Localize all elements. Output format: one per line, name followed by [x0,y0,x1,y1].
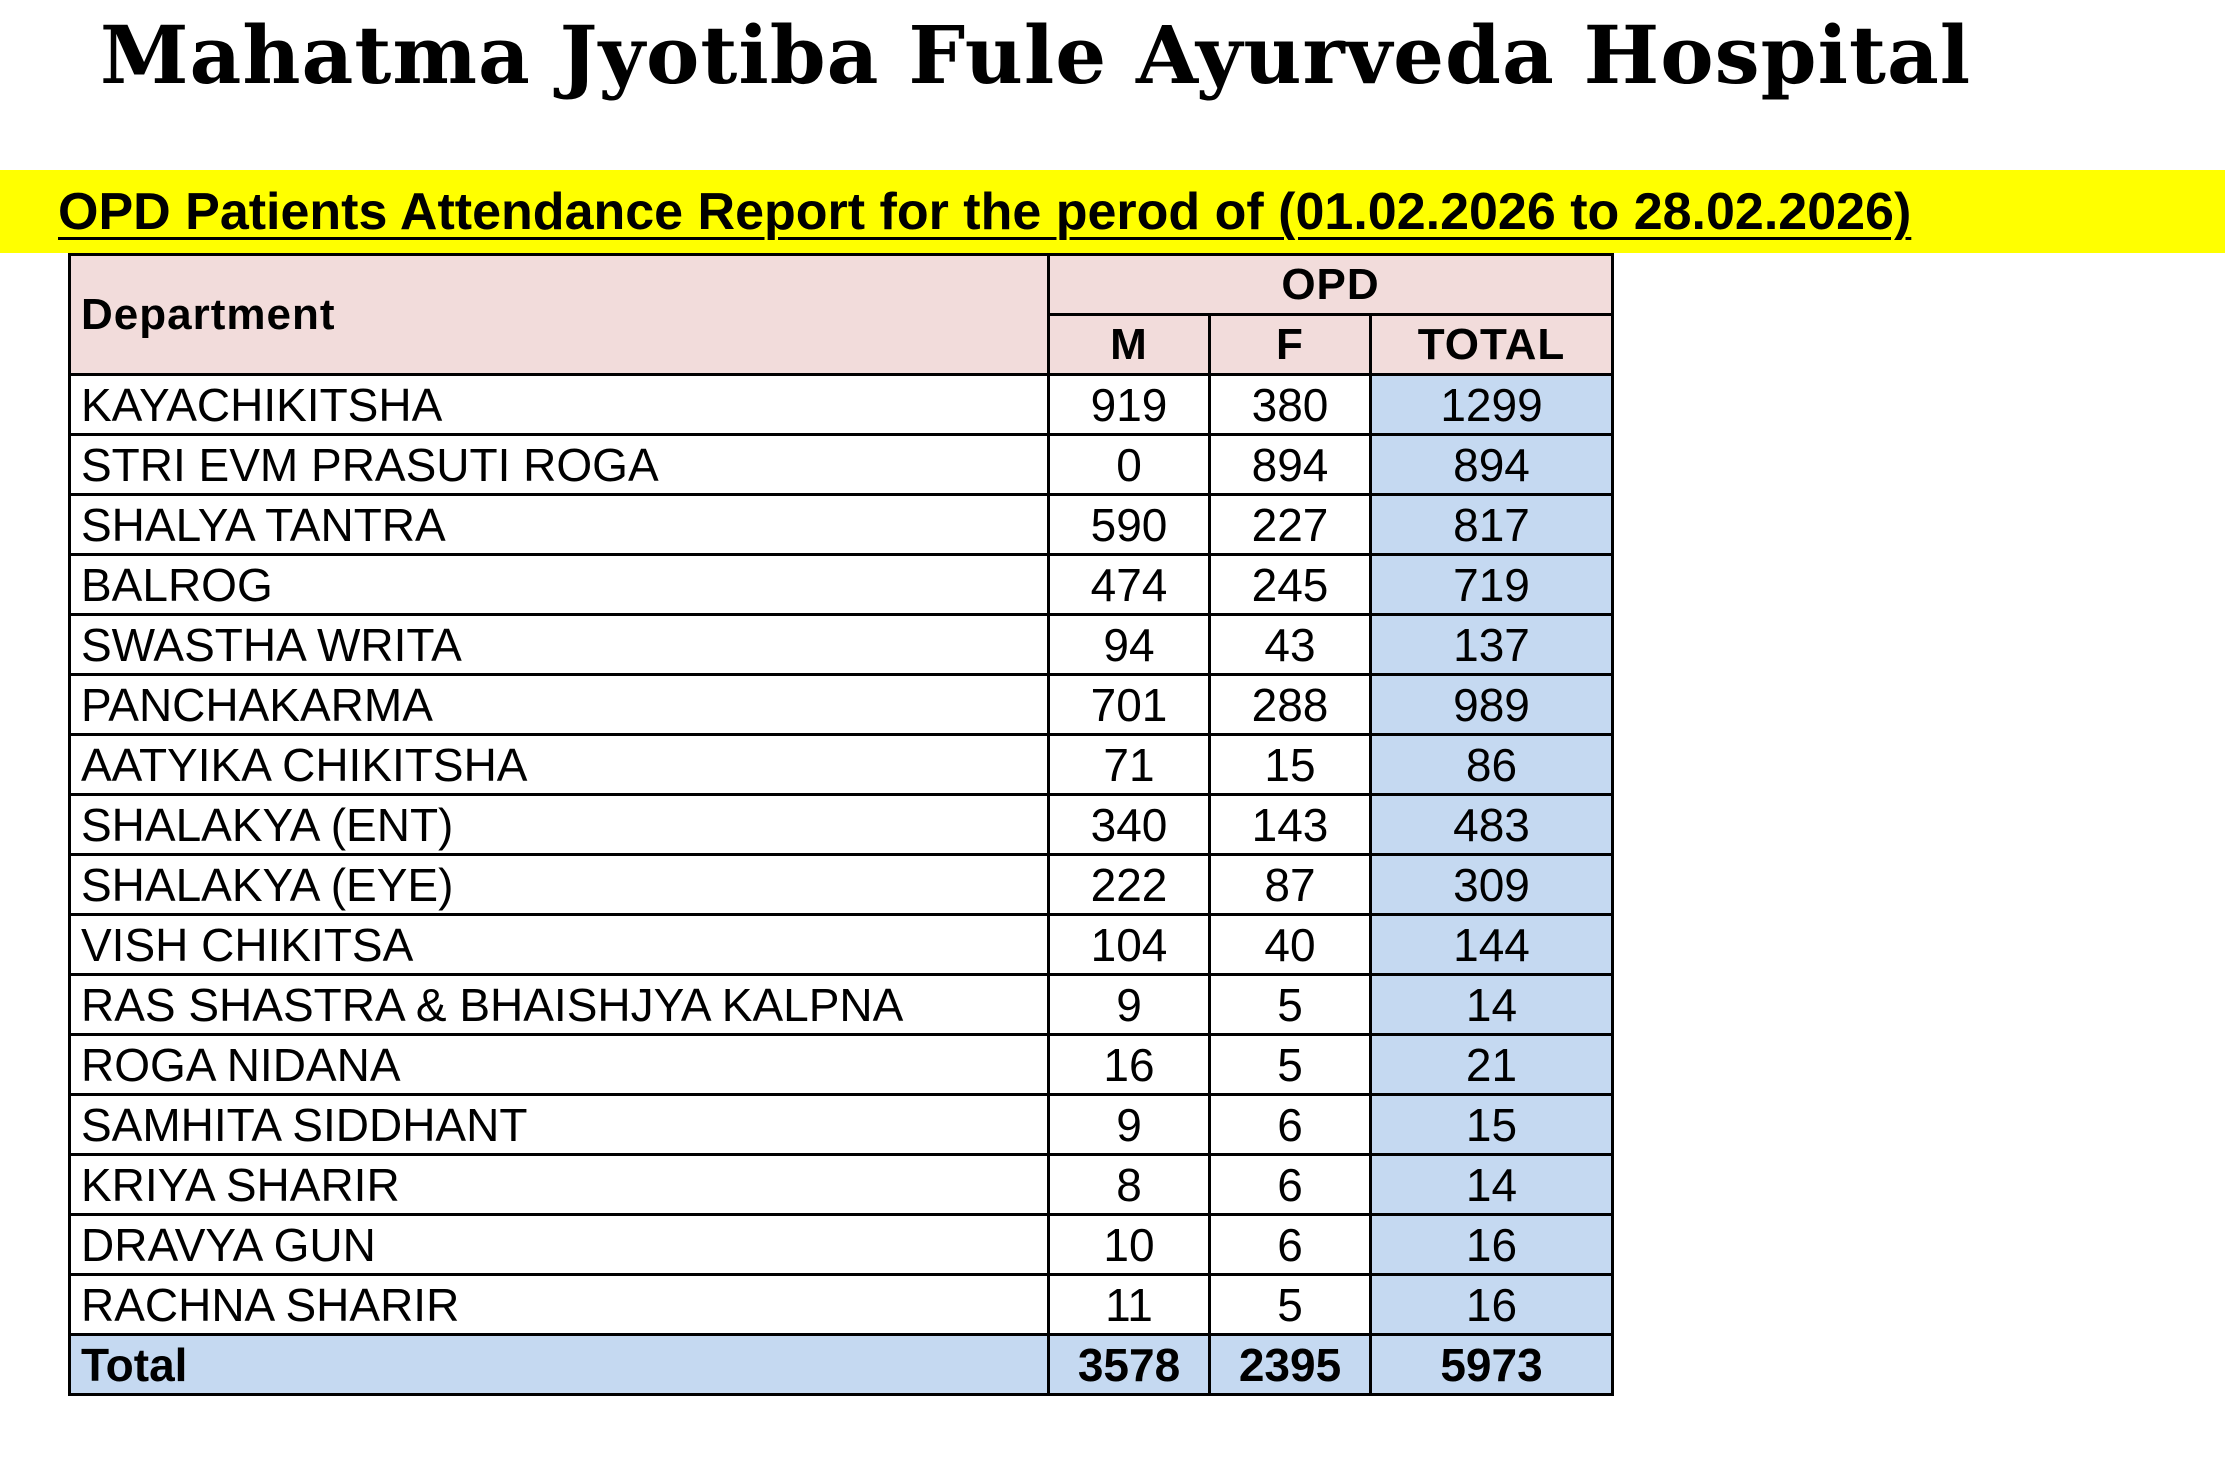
female-count: 227 [1208,493,1372,556]
male-count: 10 [1047,1213,1211,1276]
data-row: STRI EVM PRASUTI ROGA 0 894 894 [68,433,1615,496]
subtitle-band [0,170,2225,253]
data-row: KRIYA SHARIR 8 6 14 [68,1153,1615,1216]
female-count: 6 [1208,1093,1372,1156]
female-count: 245 [1208,553,1372,616]
female-count: 6 [1208,1153,1372,1216]
department: KRIYA SHARIR [68,1153,1050,1216]
data-row: BALROG 474 245 719 [68,553,1615,616]
data-row: SHALAKYA (ENT) 340 143 483 [68,793,1615,856]
data-row: RAS SHASTRA & BHAISHJYA KALPNA 9 5 14 [68,973,1615,1036]
male-count: 0 [1047,433,1211,496]
male-count: 16 [1047,1033,1211,1096]
total-count: 144 [1368,913,1615,976]
total-count: 16 [1368,1213,1615,1276]
department: VISH CHIKITSA [68,913,1050,976]
data-row: PANCHAKARMA 701 288 989 [68,673,1615,736]
male-count: 71 [1047,733,1211,796]
female-count: 40 [1208,913,1372,976]
total-count: 719 [1368,553,1615,616]
data-row: SHALYA TANTRA 590 227 817 [68,493,1615,556]
total-count: 14 [1368,973,1615,1036]
m-header: M [1047,313,1211,376]
male-count: 11 [1047,1273,1211,1336]
male-count: 701 [1047,673,1211,736]
report-subtitle: OPD Patients Attendance Report for the p… [58,183,1912,241]
male-count: 222 [1047,853,1211,916]
total-count: 309 [1368,853,1615,916]
data-row: SWASTHA WRITA 94 43 137 [68,613,1615,676]
department: STRI EVM PRASUTI ROGA [68,433,1050,496]
female-count: 2395 [1208,1333,1372,1396]
female-count: 43 [1208,613,1372,676]
data-row: AATYIKA CHIKITSHA 71 15 86 [68,733,1615,796]
total-count: 483 [1368,793,1615,856]
department-header: Department [68,253,1050,376]
male-count: 9 [1047,973,1211,1036]
department: BALROG [68,553,1050,616]
total-count: 21 [1368,1033,1615,1096]
table-head: Department OPD M F TOTAL [68,253,1615,376]
female-count: 15 [1208,733,1372,796]
total-count: 86 [1368,733,1615,796]
female-count: 143 [1208,793,1372,856]
male-count: 590 [1047,493,1211,556]
opd-table: Department OPD M F TOTAL KAYACHIKITSHA 91… [68,253,1615,1396]
data-row: VISH CHIKITSA 104 40 144 [68,913,1615,976]
department: SHALYA TANTRA [68,493,1050,556]
total-count: 14 [1368,1153,1615,1216]
data-row: SAMHITA SIDDHANT 9 6 15 [68,1093,1615,1156]
total-header: TOTAL [1368,313,1615,376]
female-count: 5 [1208,1033,1372,1096]
male-count: 919 [1047,373,1211,436]
department: KAYACHIKITSHA [68,373,1050,436]
total-count: 15 [1368,1093,1615,1156]
female-count: 380 [1208,373,1372,436]
total-count: 989 [1368,673,1615,736]
hospital-title: Mahatma Jyotiba Fule Ayurveda Hospital [100,8,1972,102]
female-count: 894 [1208,433,1372,496]
header-row: M F TOTAL [70,313,1615,376]
opd-header: OPD [1046,253,1615,316]
female-count: 87 [1208,853,1372,916]
department: AATYIKA CHIKITSHA [68,733,1050,796]
male-count: 474 [1047,553,1211,616]
department: SAMHITA SIDDHANT [68,1093,1050,1156]
male-count: 9 [1047,1093,1211,1156]
total-count: 1299 [1368,373,1615,436]
female-count: 6 [1208,1213,1372,1276]
table-body: KAYACHIKITSHA 919 380 1299 STRI EVM PRASUTI … [68,373,1615,1396]
female-count: 5 [1208,973,1372,1036]
total-count: 137 [1368,613,1615,676]
female-count: 5 [1208,1273,1372,1336]
department: RAS SHASTRA & BHAISHJYA KALPNA [68,973,1050,1036]
total-count: 5973 [1368,1333,1615,1396]
data-row: ROGA NIDANA 16 5 21 [68,1033,1615,1096]
data-row: DRAVYA GUN 10 6 16 [68,1213,1615,1276]
total-row: Total 3578 2395 5973 [68,1333,1615,1396]
department: SHALAKYA (EYE) [68,853,1050,916]
department: Total [68,1333,1050,1396]
department: SWASTHA WRITA [68,613,1050,676]
department: SHALAKYA (ENT) [68,793,1050,856]
total-count: 817 [1368,493,1615,556]
data-row: RACHNA SHARIR 11 5 16 [68,1273,1615,1336]
male-count: 104 [1047,913,1211,976]
department: PANCHAKARMA [68,673,1050,736]
male-count: 94 [1047,613,1211,676]
department: ROGA NIDANA [68,1033,1050,1096]
female-count: 288 [1208,673,1372,736]
department: DRAVYA GUN [68,1213,1050,1276]
f-header: F [1208,313,1372,376]
male-count: 340 [1047,793,1211,856]
data-row: KAYACHIKITSHA 919 380 1299 [68,373,1615,436]
header-row: Department OPD [68,253,1615,376]
total-count: 16 [1368,1273,1615,1336]
male-count: 3578 [1047,1333,1211,1396]
department: RACHNA SHARIR [68,1273,1050,1336]
male-count: 8 [1047,1153,1211,1216]
total-count: 894 [1368,433,1615,496]
data-row: SHALAKYA (EYE) 222 87 309 [68,853,1615,916]
